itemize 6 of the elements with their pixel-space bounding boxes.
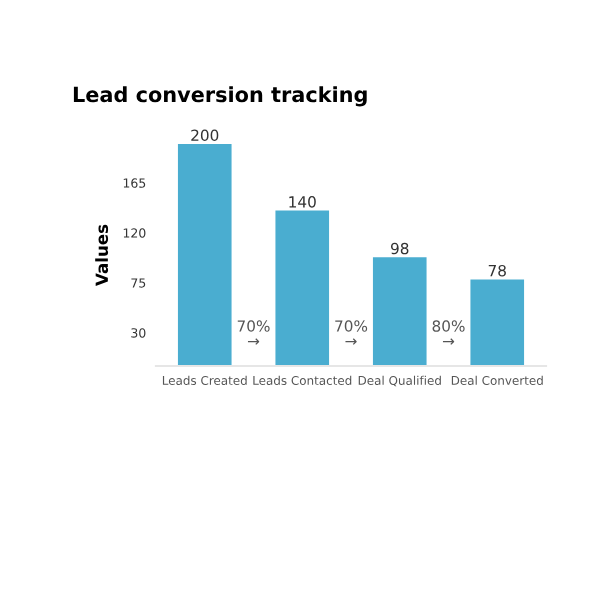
bar <box>372 257 427 366</box>
bar <box>470 279 525 366</box>
bar <box>177 144 232 366</box>
chart-title: Lead conversion tracking <box>73 86 367 107</box>
bar <box>275 210 330 366</box>
y-axis-title: Values <box>95 224 109 286</box>
